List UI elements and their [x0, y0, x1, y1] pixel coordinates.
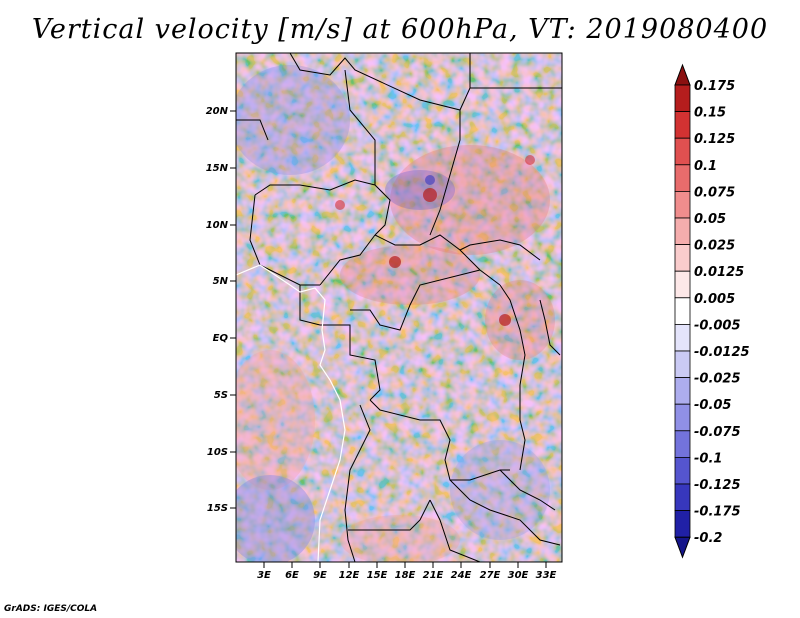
velocity-field [236, 53, 562, 562]
lon-label: 21E [423, 570, 444, 581]
colorbar-top-arrow [674, 63, 691, 86]
colorbar-swatch [674, 456, 691, 485]
colorbar-label: -0.2 [694, 531, 722, 546]
colorbar-swatch [674, 350, 691, 379]
colorbar-label: -0.1 [694, 451, 722, 466]
lon-label: 27E [480, 570, 501, 581]
colorbar-swatch [674, 190, 691, 219]
lat-label: 5N [213, 276, 229, 287]
colorbar-swatch [674, 270, 691, 299]
lon-label: 9E [313, 570, 327, 581]
colorbar-swatch [674, 137, 691, 166]
colorbar [674, 63, 691, 559]
colorbar-swatch [674, 430, 691, 458]
lon-label: 33E [536, 570, 557, 581]
colorbar-swatch [674, 403, 691, 432]
colorbar-label: -0.075 [694, 425, 741, 440]
lat-label: EQ [213, 333, 229, 344]
lon-label: 12E [339, 570, 360, 581]
colorbar-swatch [674, 323, 691, 352]
colorbar-label: 0.005 [694, 292, 735, 307]
colorbar-label: 0.175 [694, 79, 735, 94]
colorbar-label: 0.125 [694, 132, 735, 147]
country-borders [236, 53, 562, 562]
colorbar-label: 0.025 [694, 239, 735, 254]
coastline [236, 264, 346, 562]
colorbar-bottom-arrow [674, 536, 691, 559]
map-title: Vertical velocity [m/s] at 600hPa, VT: 2… [31, 14, 769, 45]
colorbar-label: -0.125 [694, 478, 741, 493]
lat-label: 15N [206, 163, 229, 174]
colorbar-label: 0.05 [694, 212, 726, 227]
colorbar-swatch [674, 483, 691, 512]
colorbar-labels: 0.175 0.15 0.125 0.1 0.075 0.05 0.025 0.0125 0.0… [694, 79, 750, 546]
lon-label: 6E [285, 570, 299, 581]
colorbar-swatch [674, 217, 691, 246]
lon-label: 24E [451, 570, 472, 581]
grads-credit: GrADS: IGES/COLA [4, 604, 98, 614]
colorbar-label: -0.025 [694, 372, 741, 387]
lon-label: 15E [367, 570, 388, 581]
colorbar-label: 0.15 [694, 106, 726, 121]
lat-label: 5S [214, 390, 228, 401]
colorbar-swatch [674, 377, 691, 405]
lat-label: 15S [207, 503, 228, 514]
lon-label: 18E [395, 570, 416, 581]
colorbar-swatch [674, 84, 691, 113]
colorbar-swatch [674, 244, 691, 272]
lat-label: 10S [207, 447, 228, 458]
colorbar-swatch [674, 510, 691, 538]
colorbar-label: -0.005 [694, 318, 741, 333]
lat-label: 20N [206, 106, 229, 117]
colorbar-label: 0.0125 [694, 265, 744, 280]
lon-label: 30E [508, 570, 529, 581]
colorbar-label: -0.0125 [694, 345, 750, 360]
lat-label: 10N [206, 220, 229, 231]
lon-label: 3E [257, 570, 271, 581]
colorbar-label: 0.1 [694, 159, 717, 174]
map-frame [235, 52, 563, 563]
colorbar-swatch [674, 164, 691, 192]
longitude-axis [263, 562, 547, 568]
colorbar-label: -0.05 [694, 398, 731, 413]
colorbar-label: 0.075 [694, 185, 735, 200]
colorbar-swatch [674, 297, 691, 325]
colorbar-swatch [674, 111, 691, 139]
colorbar-label: -0.175 [694, 505, 741, 520]
latitude-axis [230, 110, 236, 509]
